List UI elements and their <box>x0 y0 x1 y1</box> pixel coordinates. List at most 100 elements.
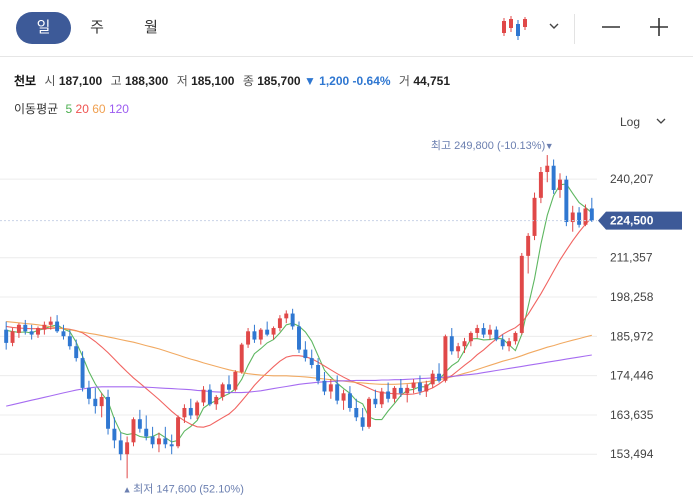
candle-body <box>564 179 569 223</box>
candle-body <box>246 331 251 345</box>
chevron-down-icon <box>656 118 666 124</box>
candle-body <box>297 326 301 350</box>
candle-body <box>513 332 518 342</box>
ma-120: 120 <box>108 102 129 116</box>
open-value: 187,100 <box>58 74 103 88</box>
candle-body <box>55 321 60 332</box>
change-value: 1,200 <box>319 74 350 88</box>
high-value: 188,300 <box>124 74 169 88</box>
candle-body <box>417 382 422 392</box>
candle-body <box>456 346 461 352</box>
candle-body <box>577 212 582 225</box>
candle-body <box>106 396 111 429</box>
ma-20: 20 <box>75 102 89 116</box>
candle-body <box>16 324 21 333</box>
candle-body <box>23 324 28 332</box>
candle-body <box>150 436 155 445</box>
candle-body <box>284 313 289 319</box>
candle-body <box>411 382 416 388</box>
tab-daily[interactable]: 일 <box>16 12 71 44</box>
candle-body <box>233 371 238 390</box>
candle-body <box>93 398 98 407</box>
candle-body <box>137 419 142 429</box>
y-tick-label: 185,972 <box>610 329 654 343</box>
candle-body <box>449 336 454 352</box>
candle-body <box>316 364 321 381</box>
candle-body <box>188 407 193 416</box>
stock-name: 천보 <box>14 74 37 88</box>
candle-body <box>99 396 104 407</box>
candle-body <box>252 331 257 340</box>
close-label: 종 <box>242 74 254 88</box>
candle-body <box>430 373 435 385</box>
ma-line-20 <box>6 217 593 428</box>
candle-body <box>347 393 352 408</box>
candle-body <box>42 324 47 330</box>
candle-body <box>227 384 231 390</box>
candle-body <box>507 341 512 347</box>
candle-body <box>112 428 117 441</box>
candle-body <box>29 331 34 335</box>
candle-body <box>487 329 492 335</box>
candlestick-icon[interactable] <box>500 14 528 42</box>
candle-body <box>462 341 467 347</box>
candle-body <box>545 165 550 173</box>
tab-weekly[interactable]: 주 <box>90 19 104 36</box>
candle-body <box>290 313 295 327</box>
candle-body <box>169 444 174 447</box>
low-marker: ▲ <box>123 484 132 494</box>
change-arrow: ▼ <box>303 74 316 88</box>
ma-label: 이동평균 <box>14 102 59 116</box>
tab-monthly[interactable]: 월 <box>144 19 158 36</box>
y-tick-label: 163,635 <box>610 408 654 422</box>
candle-body <box>80 358 85 388</box>
candle-body <box>163 438 168 445</box>
candle-body <box>277 318 282 329</box>
candle-body <box>144 428 149 437</box>
ma-line-120 <box>6 354 592 407</box>
candle-body <box>500 339 505 347</box>
volume-value: 44,751 <box>413 74 451 88</box>
chevron-down-icon[interactable] <box>546 18 562 34</box>
candle-body <box>367 398 371 427</box>
candle-body <box>424 384 429 392</box>
candle-body <box>583 208 588 225</box>
candle-body <box>239 344 244 372</box>
candle-body <box>373 398 378 405</box>
candle-body <box>265 329 270 335</box>
candle-body <box>182 407 187 418</box>
current-price-badge <box>598 211 682 230</box>
candle-body <box>271 328 276 335</box>
candle-body <box>558 179 562 190</box>
candle-body <box>309 358 314 365</box>
candle-body <box>328 384 333 392</box>
candle-body <box>494 329 499 340</box>
minus-icon[interactable] <box>600 16 622 38</box>
candle-body <box>481 328 486 335</box>
candle-body <box>74 346 79 359</box>
y-tick-label: 153,494 <box>610 447 654 461</box>
scale-selector[interactable]: Log <box>620 115 667 129</box>
candle-body <box>589 208 594 221</box>
price-chart[interactable]: 240,207 211,357 198,258 185,972 174,446 163,6… <box>0 130 693 498</box>
candle-body <box>526 235 531 256</box>
current-price-label: 224,500 <box>610 214 654 228</box>
candle-body <box>360 417 365 427</box>
candle-body <box>443 336 448 381</box>
scale-label: Log <box>620 115 641 129</box>
open-label: 시 <box>44 74 56 88</box>
high-marker: ▼ <box>545 141 554 151</box>
candle-body <box>195 402 200 416</box>
candle-body <box>437 373 442 381</box>
y-tick-label: 240,207 <box>610 172 654 186</box>
candle-body <box>156 438 161 445</box>
candle-body <box>341 393 346 401</box>
candle-body <box>118 440 123 455</box>
low-label: 저 <box>176 74 188 88</box>
low-value: 185,100 <box>191 74 235 88</box>
plus-icon[interactable] <box>648 16 670 38</box>
candle-body <box>258 329 263 340</box>
candle-body <box>67 336 72 347</box>
candle-body <box>131 419 136 443</box>
y-tick-label: 211,357 <box>610 251 653 265</box>
